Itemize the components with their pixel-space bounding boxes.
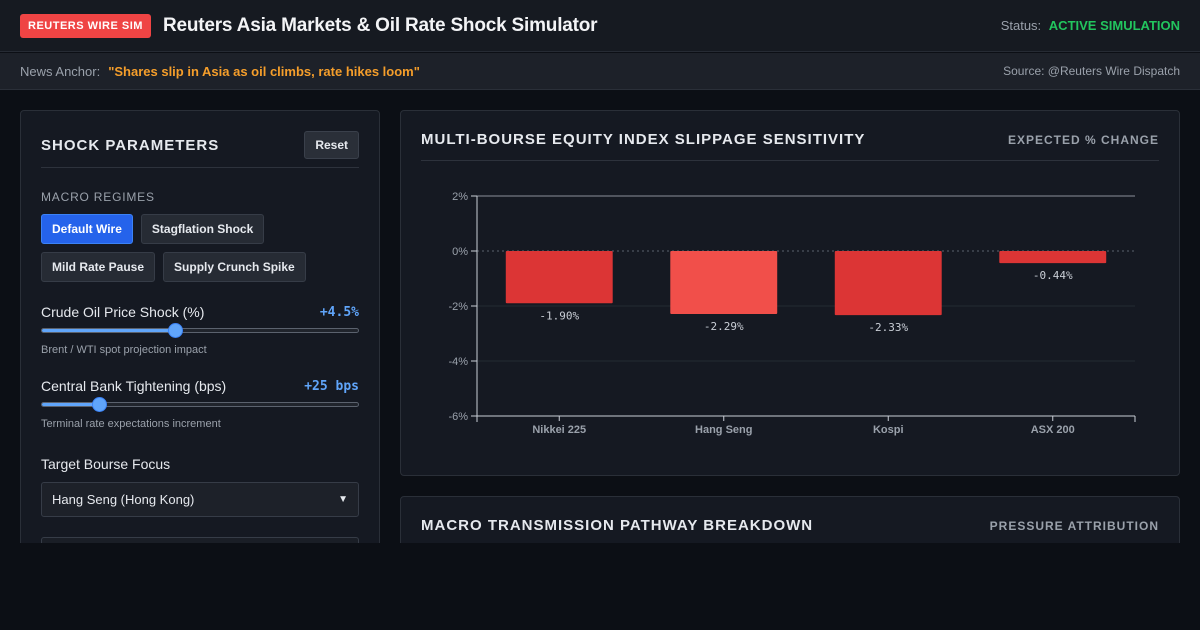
rate-tightening-slider[interactable]	[41, 397, 359, 412]
status-value: ACTIVE SIMULATION	[1048, 18, 1180, 33]
regime-stagflation-shock-button[interactable]: Stagflation Shock	[140, 214, 265, 244]
brand-badge: REUTERS WIRE SIM	[20, 13, 151, 38]
y-tick-label: 2%	[452, 191, 468, 203]
regime-default-wire-button[interactable]: Default Wire	[41, 214, 133, 244]
y-tick-label: -6%	[448, 411, 468, 423]
y-tick-label: -2%	[448, 301, 468, 313]
x-tick-label: Nikkei 225	[532, 424, 586, 436]
oil-shock-slider-thumb[interactable]	[167, 323, 183, 338]
chart-subtitle: EXPECTED % CHANGE	[1007, 132, 1159, 147]
x-tick-label: Hang Seng	[695, 424, 752, 436]
y-tick-label: -4%	[448, 356, 468, 368]
oil-shock-slider[interactable]	[41, 323, 359, 338]
rate-tightening-control: Central Bank Tightening (bps) +25 bps Te…	[41, 378, 359, 430]
status-label: Status:	[1000, 18, 1042, 33]
x-tick-label: ASX 200	[1031, 424, 1075, 436]
macro-regimes-group: Default Wire Stagflation Shock Mild Rate…	[41, 214, 321, 282]
pathway-subtitle: PRESSURE ATTRIBUTION	[989, 518, 1159, 533]
chevron-down-icon: ▼	[338, 494, 348, 505]
rate-tightening-value: +25 bps	[304, 378, 359, 394]
bar-kospi	[834, 251, 942, 316]
bar-data-label: -1.90%	[539, 309, 579, 322]
bourse-focus-label: Target Bourse Focus	[41, 456, 171, 472]
chart-title: MULTI-BOURSE EQUITY INDEX SLIPPAGE SENSI…	[421, 131, 866, 148]
bar-hang-seng	[670, 251, 778, 314]
rate-tightening-slider-fill	[42, 403, 99, 406]
bourse-focus-selected: Hang Seng (Hong Kong)	[52, 492, 195, 507]
equity-slippage-bar-chart: 2% 0% -2% -4% -6% -1.90% Nikkei 225 -2.29% Hang …	[448, 191, 1136, 436]
news-anchor-bar: News Anchor: "Shares slip in Asia as oil…	[0, 53, 1200, 90]
shock-parameters-panel: SHOCK PARAMETERS Reset MACRO REGIMES Def…	[20, 110, 380, 577]
oil-shock-value: +4.5%	[319, 304, 359, 320]
oil-shock-help: Brent / WTI spot projection impact	[41, 344, 207, 356]
rate-tightening-slider-thumb[interactable]	[91, 397, 107, 412]
pathway-panel-header: MACRO TRANSMISSION PATHWAY BREAKDOWN PRE…	[421, 517, 1159, 542]
oil-shock-label: Crude Oil Price Shock (%)	[41, 304, 205, 320]
rate-tightening-help: Terminal rate expectations increment	[41, 418, 221, 430]
chart-panel-header: MULTI-BOURSE EQUITY INDEX SLIPPAGE SENSI…	[421, 131, 1159, 161]
macro-regimes-label: MACRO REGIMES	[41, 190, 155, 204]
pathway-title: MACRO TRANSMISSION PATHWAY BREAKDOWN	[421, 517, 814, 534]
regime-supply-crunch-spike-button[interactable]: Supply Crunch Spike	[163, 252, 306, 282]
bar-data-label: -2.29%	[704, 320, 744, 333]
bar-data-label: -2.33%	[868, 321, 908, 334]
top-bar: REUTERS WIRE SIM Reuters Asia Markets & …	[0, 0, 1200, 52]
rate-tightening-label: Central Bank Tightening (bps)	[41, 378, 227, 394]
bar-asx-200	[999, 251, 1107, 264]
shock-parameters-header: SHOCK PARAMETERS Reset	[41, 131, 359, 168]
viewport-cutoff	[0, 543, 1200, 630]
reset-button[interactable]: Reset	[304, 131, 359, 159]
news-source: Source: @Reuters Wire Dispatch	[1003, 64, 1180, 78]
equity-slippage-chart-panel: MULTI-BOURSE EQUITY INDEX SLIPPAGE SENSI…	[400, 110, 1180, 476]
bourse-focus-select[interactable]: Hang Seng (Hong Kong) ▼	[41, 482, 359, 517]
news-anchor-label: News Anchor:	[20, 63, 101, 79]
simulation-status: Status: ACTIVE SIMULATION	[1001, 18, 1180, 33]
y-tick-label: 0%	[452, 246, 468, 258]
bar-data-label: -0.44%	[1033, 269, 1073, 282]
regime-mild-rate-pause-button[interactable]: Mild Rate Pause	[41, 252, 156, 282]
x-tick-label: Kospi	[873, 424, 904, 436]
shock-parameters-title: SHOCK PARAMETERS	[41, 136, 220, 154]
oil-shock-slider-fill	[42, 329, 175, 332]
bar-nikkei-225	[505, 251, 613, 304]
oil-shock-control: Crude Oil Price Shock (%) +4.5% Brent / …	[41, 304, 359, 356]
news-headline: "Shares slip in Asia as oil climbs, rate…	[108, 63, 420, 79]
app-title: Reuters Asia Markets & Oil Rate Shock Si…	[162, 14, 598, 36]
